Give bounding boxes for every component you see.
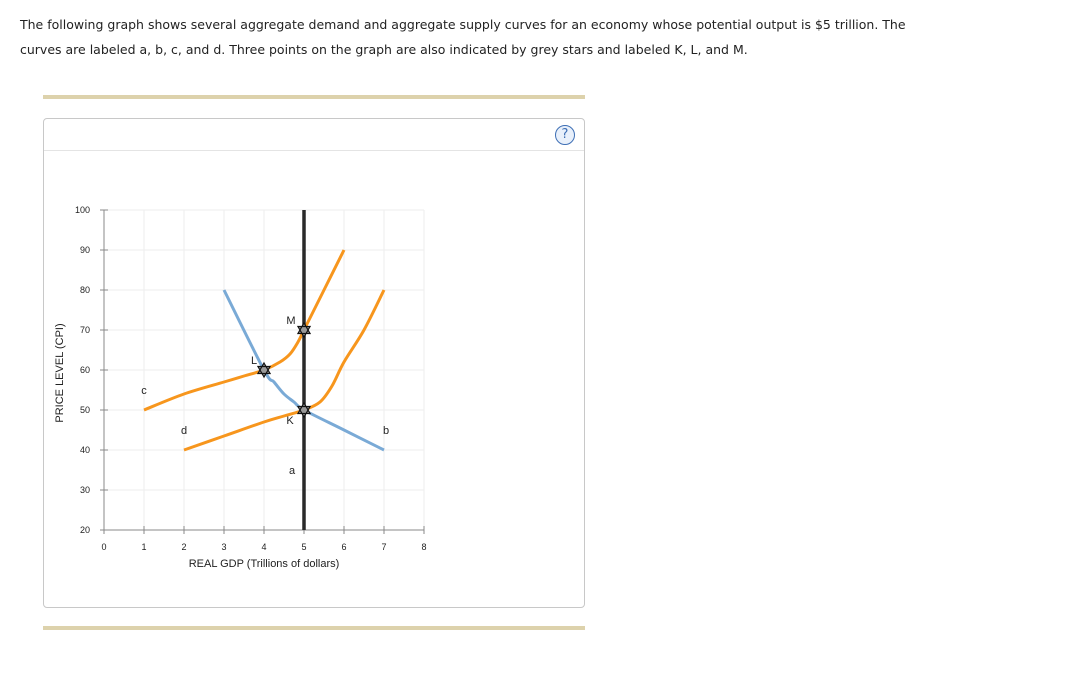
point-label-K: K — [286, 415, 294, 427]
y-tick-label: 70 — [80, 325, 90, 335]
y-tick-label: 50 — [80, 405, 90, 415]
bottom-divider — [43, 626, 585, 630]
x-tick-label: 3 — [221, 542, 226, 552]
x-tick-label: 4 — [261, 542, 266, 552]
curve-d[interactable] — [183, 289, 386, 452]
point-label-M: M — [286, 315, 295, 327]
curve-label-c: c — [141, 385, 147, 397]
point-M-star[interactable] — [296, 321, 312, 339]
curve-label-d: d — [181, 425, 187, 437]
point-label-L: L — [251, 355, 257, 367]
y-tick-label: 80 — [80, 285, 90, 295]
y-tick-label: 20 — [80, 525, 90, 535]
curve-label-a: a — [289, 465, 296, 477]
curve-c[interactable] — [143, 249, 346, 412]
x-tick-label: 7 — [381, 542, 386, 552]
graph-panel: ? — [43, 118, 585, 608]
x-tick-label: 8 — [421, 542, 426, 552]
x-tick-label: 0 — [101, 542, 106, 552]
help-button[interactable]: ? — [555, 125, 575, 145]
question-line-2: curves are labeled a, b, c, and d. Three… — [20, 42, 748, 57]
curve-label-b: b — [383, 425, 389, 437]
y-axis-title: PRICE LEVEL (CPI) — [54, 323, 66, 422]
x-tick-label: 6 — [341, 542, 346, 552]
x-tick-label: 2 — [181, 542, 186, 552]
question-text: The following graph shows several aggreg… — [20, 12, 1020, 62]
panel-header: ? — [44, 119, 584, 151]
y-tick-label: 100 — [75, 205, 90, 215]
x-tick-label: 1 — [141, 542, 146, 552]
top-divider — [43, 95, 585, 99]
y-tick-label: 60 — [80, 365, 90, 375]
point-L-star[interactable] — [256, 361, 272, 379]
y-tick-label: 40 — [80, 445, 90, 455]
y-tick-label: 30 — [80, 485, 90, 495]
point-K-star[interactable] — [296, 401, 312, 419]
y-tick-label: 90 — [80, 245, 90, 255]
x-tick-label: 5 — [301, 542, 306, 552]
x-axis-title: REAL GDP (Trillions of dollars) — [189, 558, 340, 570]
question-line-1: The following graph shows several aggreg… — [20, 17, 906, 32]
